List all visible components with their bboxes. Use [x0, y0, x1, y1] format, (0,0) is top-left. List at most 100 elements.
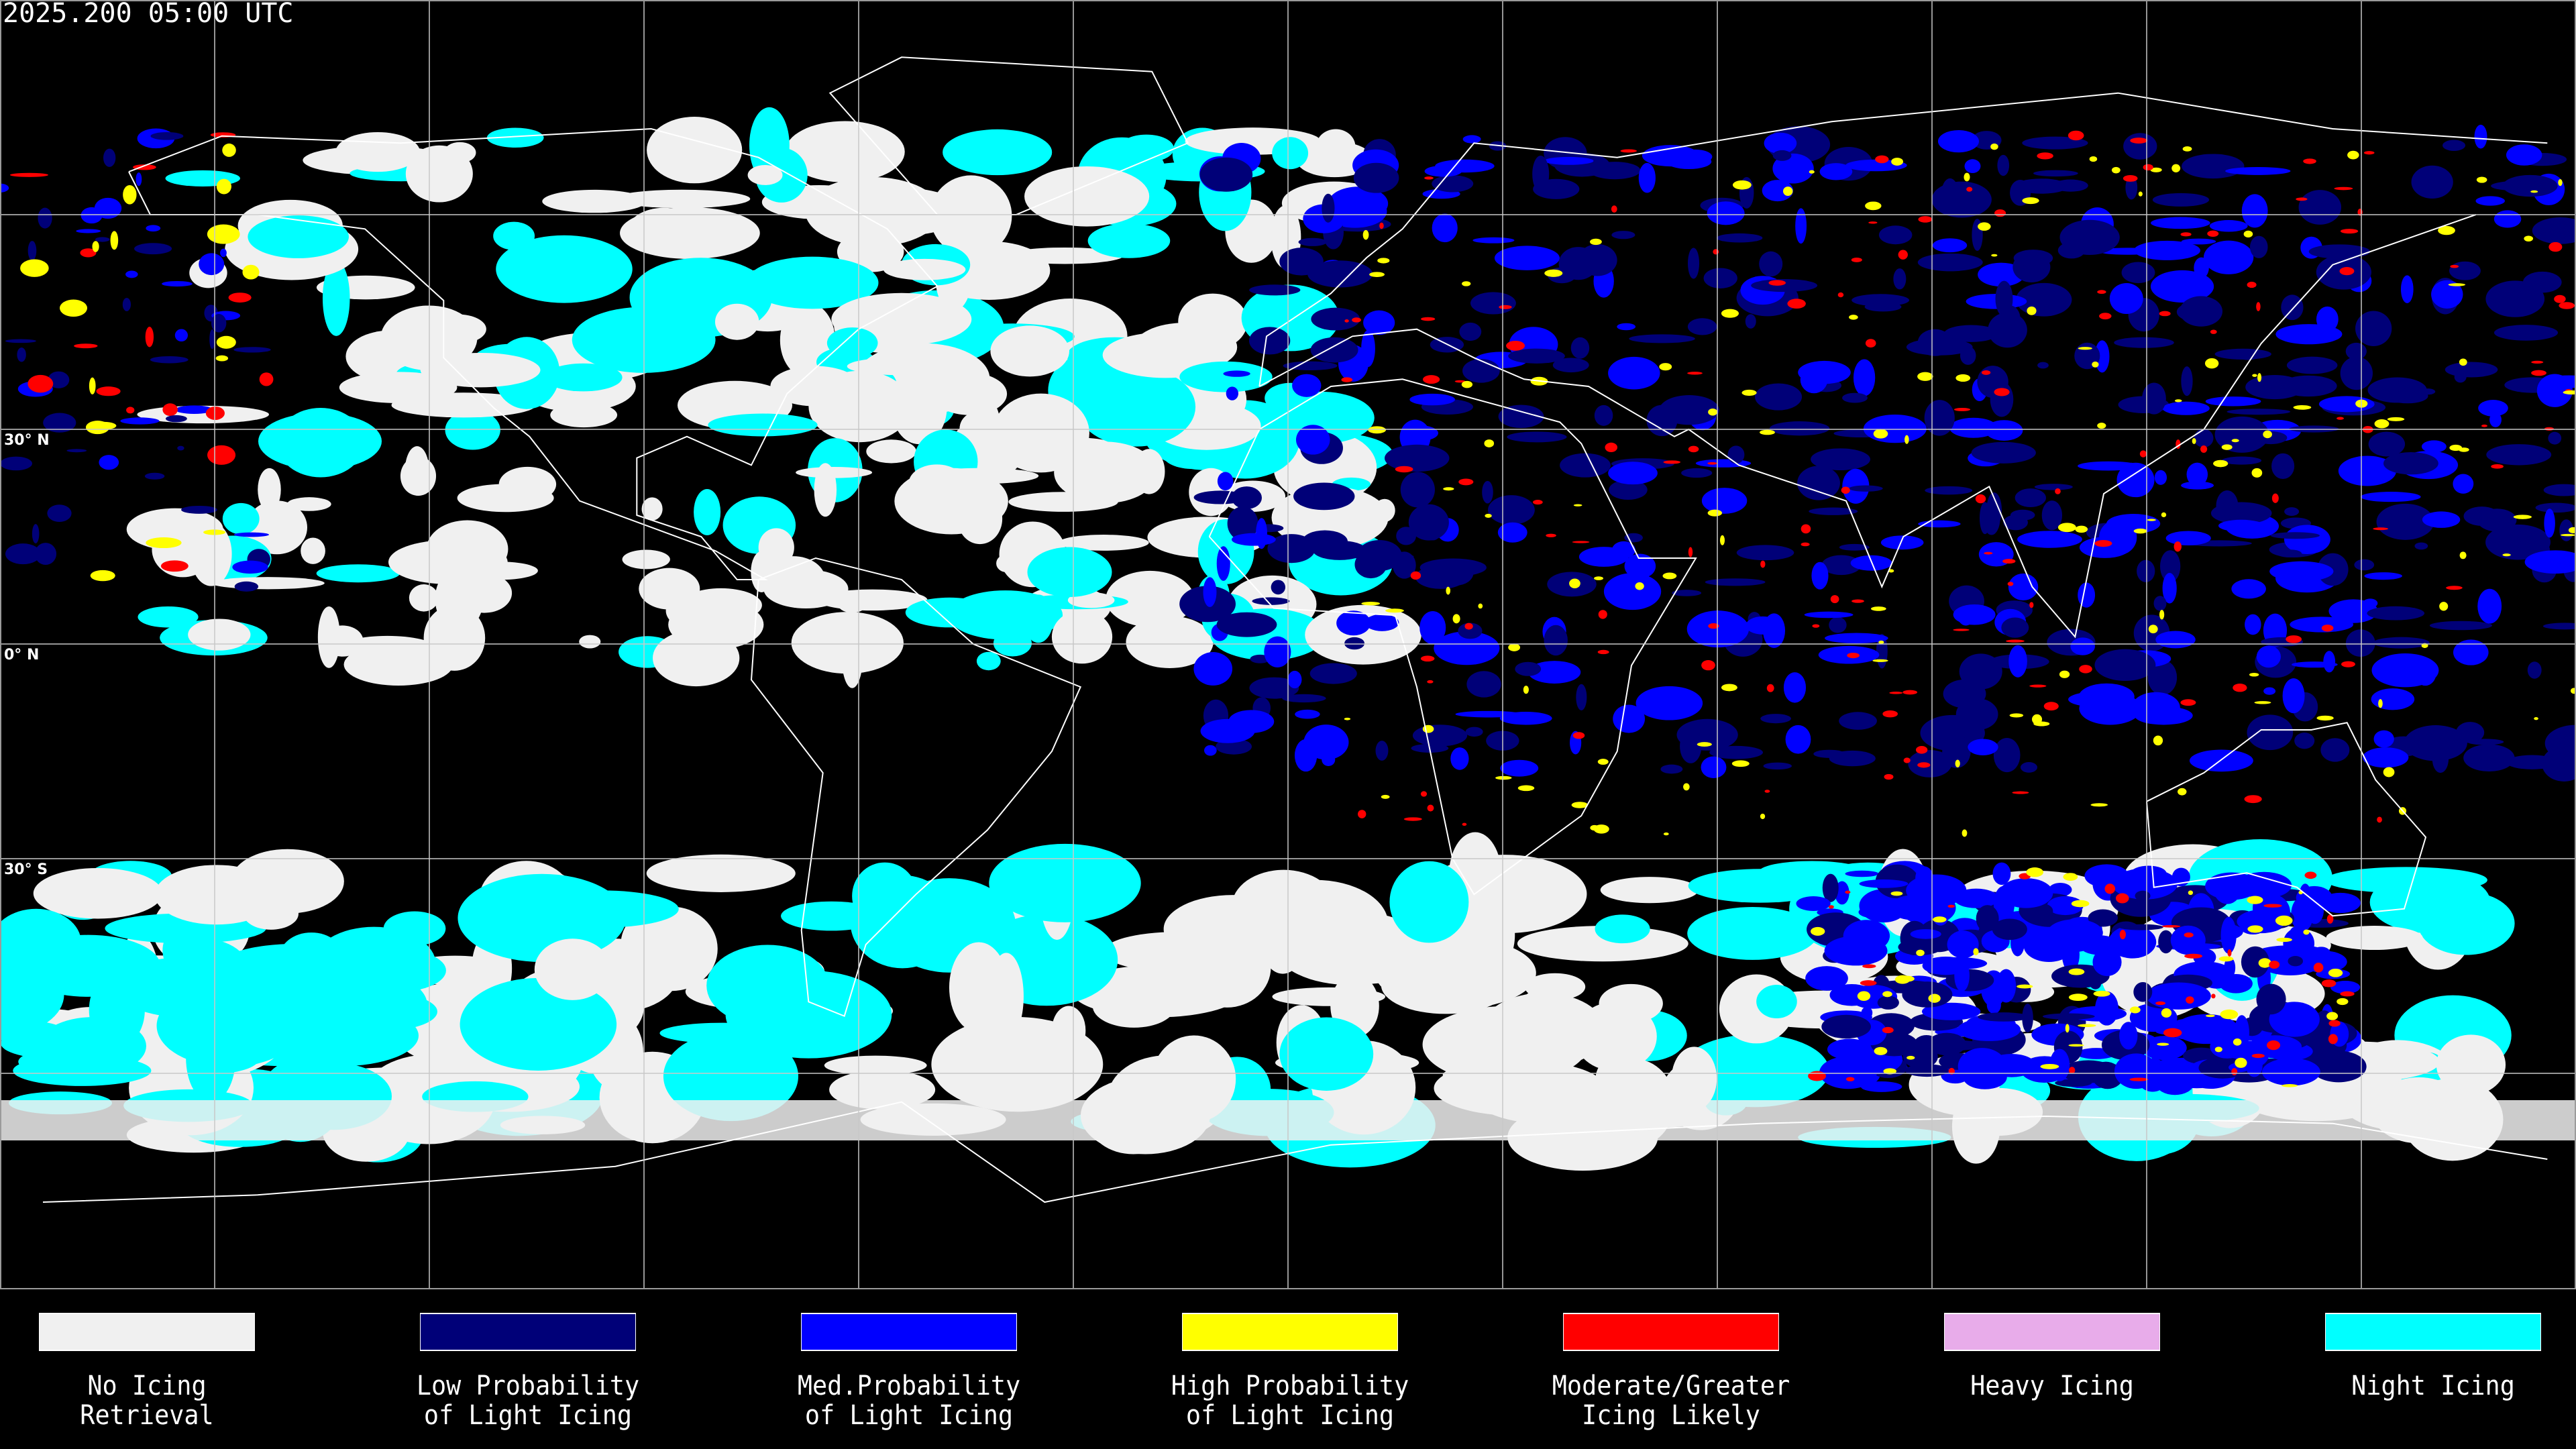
cloud-patch [2189, 749, 2253, 772]
cloud-patch [1872, 659, 1888, 662]
cloud-patch [1898, 938, 1942, 956]
cloud-patch [2216, 490, 2239, 522]
cloud-patch [1966, 186, 1973, 192]
cloud-patch [2115, 893, 2129, 904]
cloud-patch [2354, 559, 2375, 571]
cloud-patch [1708, 623, 1719, 629]
cloud-patch [2478, 400, 2508, 417]
cloud-patch [2027, 306, 2037, 315]
cloud-patch [2321, 979, 2337, 987]
cloud-patch [2288, 955, 2304, 967]
cloud-patch [1941, 178, 1960, 213]
cloud-patch [388, 540, 508, 584]
cloud-patch [2263, 904, 2282, 908]
cloud-patch [228, 292, 252, 303]
cloud-patch [2040, 1063, 2059, 1069]
cloud-patch [2221, 444, 2233, 450]
cloud-patch [1488, 495, 1535, 525]
cloud-patch [2078, 347, 2092, 350]
cloud-patch [2090, 803, 2108, 807]
cloud-patch [2548, 431, 2562, 445]
cloud-patch [1849, 485, 1883, 492]
cloud-patch [1316, 129, 1356, 164]
cloud-patch [1533, 178, 1580, 199]
cloud-patch [2475, 196, 2505, 206]
cloud-patch [1271, 580, 1286, 595]
cloud-patch [2269, 961, 2280, 969]
cloud-patch [2481, 424, 2487, 427]
cloud-patch [125, 270, 138, 278]
cloud-patch [1617, 323, 1636, 331]
cloud-patch [2326, 925, 2423, 951]
cloud-patch [146, 537, 182, 549]
cloud-patch [1265, 391, 1375, 444]
cloud-patch [763, 569, 849, 609]
legend-item-moderate-greater: Moderate/Greater Icing Likely [1537, 1313, 1805, 1430]
cloud-patch [2123, 133, 2157, 160]
cloud-patch [2453, 639, 2489, 665]
cloud-patch [1816, 449, 1859, 468]
coastline-path [1208, 378, 1697, 896]
cloud-patch [1295, 709, 1320, 719]
cloud-patch [209, 329, 215, 350]
cloud-patch [1578, 547, 1629, 567]
cloud-patch [2188, 890, 2194, 896]
cloud-patch [1978, 222, 1991, 231]
cloud-patch [2491, 180, 2545, 191]
cloud-patch [1232, 533, 1276, 546]
cloud-patch [2284, 525, 2330, 554]
cloud-patch [2094, 649, 2156, 681]
cloud-patch [2037, 362, 2049, 369]
cloud-patch [1375, 741, 1389, 761]
cloud-patch [1766, 684, 1774, 692]
cloud-patch [1578, 244, 1617, 276]
cloud-patch [1760, 429, 1775, 435]
cloud-patch [1272, 137, 1309, 170]
cloud-patch [1990, 382, 2014, 417]
cloud-patch [165, 415, 187, 423]
cloud-patch [2131, 692, 2180, 723]
coastlines [42, 56, 2548, 1203]
cloud-patch [1801, 524, 1811, 534]
cloud-patch [1805, 966, 1848, 991]
cloud-patch [1611, 231, 1635, 239]
cloud-patch [824, 1055, 927, 1075]
cloud-patch [2174, 541, 2182, 552]
cloud-patch [680, 588, 762, 623]
cloud-patch [2256, 983, 2286, 1015]
cloud-patch [2078, 1024, 2096, 1028]
cloud-patch [1528, 661, 1581, 684]
cloud-patch [1984, 551, 1993, 555]
cloud-patch [1890, 891, 1903, 896]
cloud-patch [2422, 511, 2461, 528]
cloud-patch [2340, 356, 2373, 390]
cloud-patch [1925, 486, 1973, 495]
cloud-patch [2420, 388, 2436, 395]
cloud-patch [1713, 249, 1719, 255]
cloud-patch [1908, 749, 1952, 777]
cloud-patch [1921, 1040, 1984, 1051]
cloud-patch [1910, 929, 1941, 939]
cloud-patch [1877, 996, 1899, 1010]
cloud-patch [181, 505, 217, 514]
cloud-patch [1200, 718, 1255, 743]
cloud-patch [1344, 319, 1349, 323]
cloud-patch [622, 549, 670, 570]
cloud-patch [1845, 870, 1879, 877]
cloud-patch [2467, 739, 2504, 745]
cloud-patch [1515, 661, 1542, 676]
cloud-patch [1126, 616, 1214, 669]
cloud-patch [2247, 896, 2263, 904]
cloud-patch [1727, 445, 1745, 464]
cloud-patch [1875, 155, 1889, 164]
cloud-patch [316, 564, 400, 583]
cloud-patch [286, 497, 331, 511]
cloud-patch [445, 410, 500, 450]
cloud-patch [2146, 982, 2211, 1010]
cloud-patch [1638, 702, 1656, 712]
cloud-patch [1533, 500, 1543, 505]
cloud-patch [1821, 1014, 1871, 1039]
cloud-patch [486, 127, 544, 148]
cloud-patch [1216, 546, 1230, 581]
cloud-patch [1027, 547, 1112, 598]
